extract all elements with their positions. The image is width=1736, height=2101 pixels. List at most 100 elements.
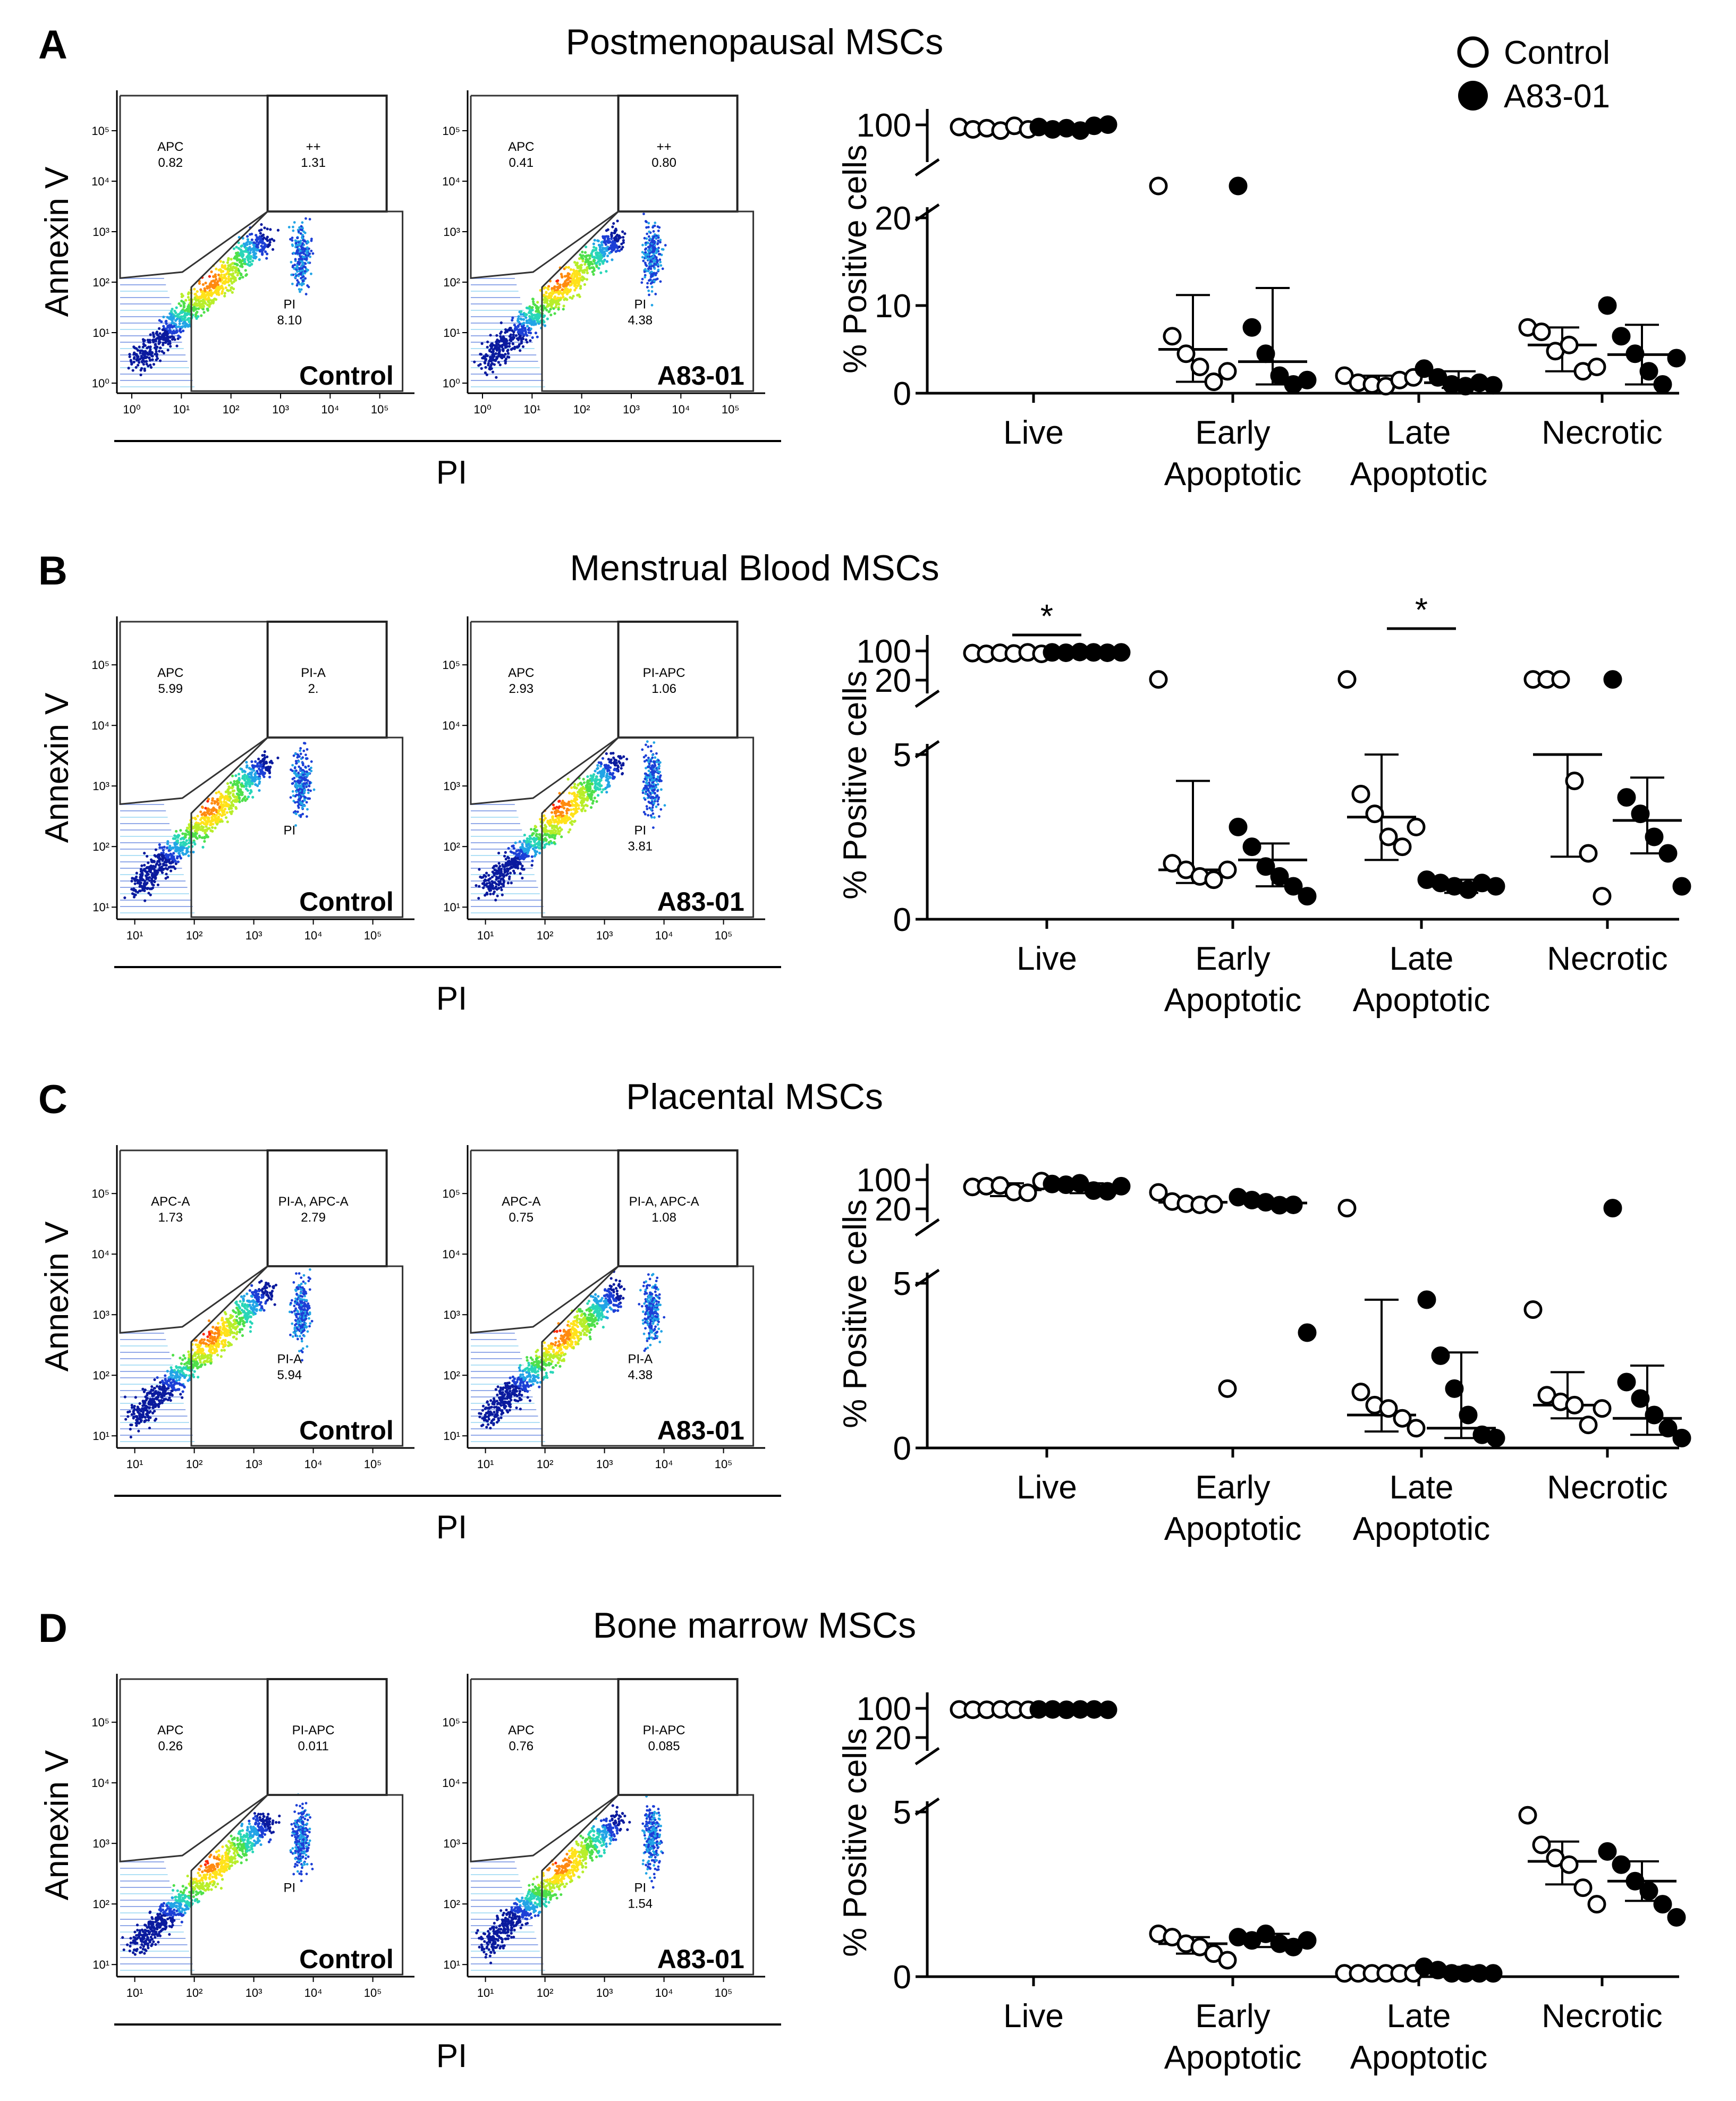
- flow-sample-label: Control: [299, 887, 394, 917]
- flow-dot: [583, 283, 587, 286]
- flow-dot: [530, 828, 533, 831]
- flow-dot: [499, 335, 502, 338]
- flow-dot: [154, 854, 157, 858]
- flow-dot: [176, 313, 180, 316]
- flow-dot: [294, 773, 298, 776]
- flow-dot: [260, 228, 263, 232]
- flow-dot: [652, 250, 655, 253]
- flow-dot: [171, 321, 174, 325]
- flow-dot: [185, 849, 189, 853]
- flow-dot: [548, 300, 552, 303]
- flow-dot: [302, 251, 304, 254]
- flow-dot: [307, 773, 309, 776]
- data-point: [1612, 327, 1631, 346]
- flow-dot: [527, 840, 531, 843]
- flow-dot: [224, 279, 227, 283]
- flow-dot: [515, 337, 519, 340]
- flow-dot: [147, 353, 150, 356]
- flow-dot: [258, 789, 261, 792]
- flow-dot: [192, 825, 196, 829]
- flow-dot: [155, 355, 158, 358]
- flow-dot: [201, 829, 205, 832]
- flow-dot: [234, 774, 238, 777]
- flow-dot: [268, 760, 272, 764]
- flow-dot: [143, 369, 147, 372]
- flow-dot: [616, 249, 619, 252]
- flow-dot: [208, 283, 211, 286]
- flow-dot: [292, 251, 295, 255]
- flow-dot: [305, 250, 308, 253]
- flow-dot: [151, 358, 154, 361]
- flow-dot: [531, 859, 534, 862]
- flow-dot: [310, 766, 312, 769]
- flow-dot: [240, 262, 243, 266]
- flow-dot: [592, 273, 595, 276]
- flow-dot: [645, 786, 648, 789]
- flow-dot: [569, 817, 572, 820]
- flow-dot: [268, 241, 272, 244]
- flow-dot: [650, 257, 653, 259]
- x-tick-label: Apoptotic: [1350, 456, 1488, 493]
- flow-dot: [553, 807, 557, 810]
- flow-x-label: PI: [436, 454, 468, 491]
- flow-dot: [303, 742, 307, 745]
- flow-dot: [519, 349, 522, 352]
- flow-dot: [658, 258, 662, 261]
- flow-dot: [133, 356, 136, 359]
- flow-dot: [308, 785, 311, 787]
- flow-dot: [148, 346, 152, 349]
- flow-dot: [184, 299, 188, 302]
- flow-dot: [236, 789, 240, 792]
- flow-dot: [223, 282, 226, 285]
- flow-dot: [521, 323, 524, 326]
- flow-dot: [301, 756, 304, 759]
- flow-dot: [130, 879, 133, 883]
- flow-dot: [569, 268, 573, 271]
- flow-dot: [149, 366, 153, 369]
- flow-dot: [293, 767, 297, 769]
- flow-dot: [263, 226, 266, 230]
- flow-dot: [497, 361, 500, 364]
- flow-dot: [149, 350, 152, 353]
- gate-name: APC: [157, 666, 183, 680]
- flow-dot: [194, 292, 197, 295]
- flow-dot: [623, 232, 626, 235]
- flow-dot: [296, 279, 299, 282]
- flow-y-tick-label: 10⁵: [91, 658, 109, 672]
- flow-dot: [214, 808, 217, 811]
- flow-dot: [586, 783, 589, 786]
- flow-dot: [252, 776, 255, 780]
- flow-dot: [504, 331, 507, 334]
- flow-y-tick-label: 10³: [443, 780, 460, 793]
- flow-dot: [140, 864, 143, 867]
- flow-dot: [300, 284, 303, 287]
- flow-dot: [512, 336, 516, 339]
- flow-dot: [170, 310, 173, 313]
- flow-dot: [580, 788, 583, 792]
- flow-dot: [258, 235, 261, 238]
- flow-dot: [653, 741, 656, 744]
- flow-dot: [172, 329, 175, 333]
- flow-x-tick-label: 10⁴: [672, 403, 690, 416]
- flow-dot: [209, 302, 213, 305]
- flow-dot: [232, 272, 235, 275]
- flow-dot: [556, 809, 559, 813]
- flow-dot: [659, 808, 663, 811]
- flow-dot: [241, 244, 244, 248]
- flow-dot: [553, 828, 556, 832]
- flow-dot: [610, 237, 613, 240]
- flow-dot: [132, 893, 136, 896]
- flow-dot: [507, 846, 510, 850]
- flow-dot: [141, 357, 144, 360]
- flow-dot: [554, 832, 557, 835]
- flow-dot: [258, 782, 261, 785]
- flow-dot: [513, 857, 516, 860]
- flow-dot: [622, 755, 625, 758]
- flow-dot: [657, 779, 660, 782]
- flow-dot: [263, 761, 266, 765]
- flow-dot: [298, 269, 301, 273]
- flow-dot: [554, 291, 557, 294]
- flow-dot: [306, 252, 309, 255]
- flow-dot: [492, 892, 495, 895]
